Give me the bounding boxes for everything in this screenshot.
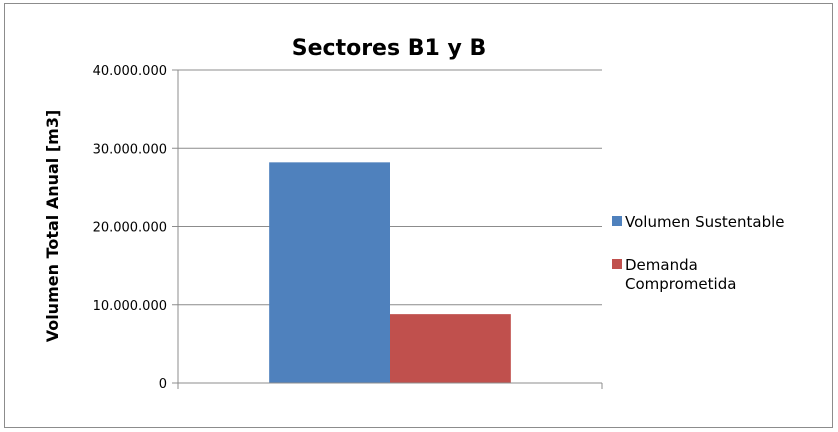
legend-swatch: [612, 259, 622, 269]
y-axis-label: Volumen Total Anual [m3]: [43, 110, 62, 343]
bar-demanda-comprometida: [390, 314, 511, 383]
y-tick-label: 20.000.000: [93, 221, 167, 236]
y-tick-label: 30.000.000: [93, 142, 167, 157]
bar-volumen-sustentable: [269, 162, 390, 383]
bars: [269, 162, 511, 383]
y-tick-label: 10.000.000: [93, 299, 167, 314]
y-tick-label: 40.000.000: [93, 64, 167, 79]
chart-title: Sectores B1 y B: [292, 36, 486, 61]
legend-label: Volumen Sustentable: [625, 213, 785, 231]
y-tick-label: 0: [159, 377, 167, 392]
y-tick-labels: 0 10.000.000 20.000.000 30.000.000 40.000.00…: [93, 64, 167, 392]
legend-swatch: [612, 216, 622, 226]
axes: [172, 69, 603, 389]
legend-label: Demanda Comprometida: [625, 256, 736, 293]
legend: Volumen Sustentable Demanda Comprometida: [612, 213, 785, 293]
